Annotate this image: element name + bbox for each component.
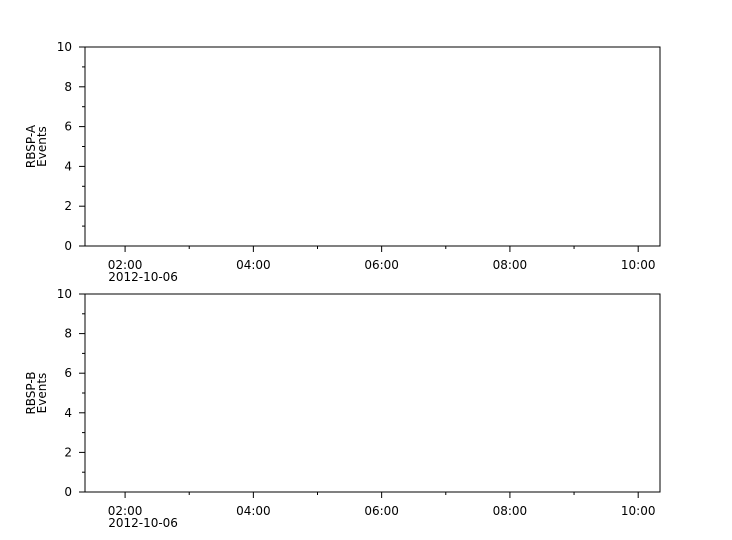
y-tick-label: 2 (64, 445, 72, 459)
y-tick-label: 8 (64, 327, 72, 341)
y-tick-label: 10 (57, 40, 72, 54)
y-tick-label: 6 (64, 366, 72, 380)
y-axis-label: RBSP-B (24, 371, 38, 414)
x-tick-label: 04:00 (236, 504, 271, 518)
x-tick-label: 10:00 (621, 504, 656, 518)
y-tick-label: 8 (64, 80, 72, 94)
x-tick-label: 08:00 (493, 504, 528, 518)
y-tick-label: 2 (64, 199, 72, 213)
plot-frame (84, 293, 661, 493)
y-tick-label: 0 (64, 485, 72, 499)
x-tick-label: 06:00 (364, 504, 399, 518)
y-tick-label: 6 (64, 120, 72, 134)
y-axis-label: Events (35, 126, 49, 167)
x-tick-label: 04:00 (236, 258, 271, 272)
y-tick-label: 4 (64, 159, 72, 173)
x-tick-label: 06:00 (364, 258, 399, 272)
y-tick-label: 10 (57, 287, 72, 301)
x-tick-label: 08:00 (493, 258, 528, 272)
plot-frame (84, 46, 661, 247)
y-axis-label: Events (35, 373, 49, 414)
y-tick-label: 4 (64, 406, 72, 420)
x-tick-label: 02:00 (108, 258, 143, 272)
x-date-label: 2012-10-06 (108, 270, 178, 284)
y-tick-label: 0 (64, 239, 72, 253)
x-tick-label: 02:00 (108, 504, 143, 518)
x-tick-label: 10:00 (621, 258, 656, 272)
y-axis-label: RBSP-A (24, 124, 38, 168)
x-date-label: 2012-10-06 (108, 516, 178, 530)
